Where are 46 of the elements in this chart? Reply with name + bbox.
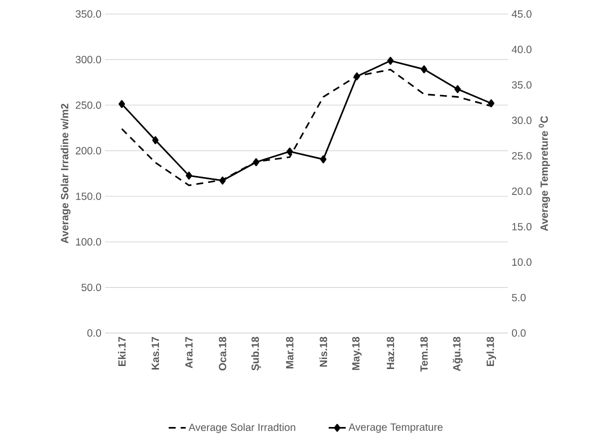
y2-tick-label: 25.0 bbox=[512, 152, 532, 160]
x-tick-label: Eyl.18 bbox=[486, 336, 496, 366]
y2-axis-title: Average Tempreture $^{0}$C bbox=[538, 116, 550, 232]
y2-tick-label: 15.0 bbox=[512, 222, 532, 230]
y-tick-label: 50.0 bbox=[82, 284, 102, 292]
y-tick-label: 100.0 bbox=[76, 238, 102, 246]
x-tick-label: Ara.17 bbox=[185, 336, 193, 368]
legend-label: Average Solar Irradtion bbox=[188, 423, 296, 434]
y-tick-label: 350.0 bbox=[76, 10, 102, 18]
point bbox=[387, 56, 394, 65]
point bbox=[152, 136, 159, 144]
x-tick-label: May.18 bbox=[352, 336, 362, 370]
x-tick-label: Mar.18 bbox=[286, 336, 294, 368]
point bbox=[118, 100, 125, 108]
point bbox=[454, 85, 461, 94]
x-tick-label: Ağu.18 bbox=[452, 336, 463, 372]
x-tick-label: Şub.18 bbox=[251, 336, 262, 371]
x-tick-label: Eki.17 bbox=[118, 336, 126, 366]
y-axis-title: Average Solar Irradine w/m2 bbox=[60, 104, 70, 244]
y2-tick-label: 0.0 bbox=[512, 329, 526, 337]
point bbox=[286, 148, 293, 156]
y2-tick-label: 30.0 bbox=[512, 116, 532, 124]
legend-label: Average Temprature bbox=[348, 424, 443, 433]
x-tick-label: Kas.17 bbox=[152, 336, 160, 370]
point bbox=[354, 72, 360, 80]
y-tick-label: 250.0 bbox=[76, 101, 102, 109]
y-tick-label: 0.0 bbox=[87, 329, 102, 337]
point bbox=[320, 155, 326, 164]
y-tick-label: 300.0 bbox=[76, 56, 102, 64]
x-tick-label: Oca.18 bbox=[218, 336, 226, 370]
x-tick-label: Tem.18 bbox=[420, 336, 428, 372]
y-tick-label: 150.0 bbox=[76, 192, 102, 200]
y2-tick-label: 10.0 bbox=[512, 258, 532, 266]
y2-tick-label: 35.0 bbox=[512, 81, 532, 89]
y2-tick-label: 40.0 bbox=[512, 46, 532, 54]
point bbox=[488, 99, 494, 108]
point bbox=[252, 158, 260, 166]
y-tick-label: 200.0 bbox=[76, 147, 102, 154]
y2-tick-label: 45.0 bbox=[512, 10, 532, 18]
point bbox=[219, 176, 226, 185]
y2-tick-label: 20.0 bbox=[512, 188, 532, 195]
point bbox=[186, 172, 192, 180]
point bbox=[420, 65, 428, 74]
x-tick-label: Haz.18 bbox=[386, 336, 394, 369]
y2-tick-label: 5.0 bbox=[512, 294, 526, 302]
x-tick-label: Nis.18 bbox=[319, 336, 328, 367]
